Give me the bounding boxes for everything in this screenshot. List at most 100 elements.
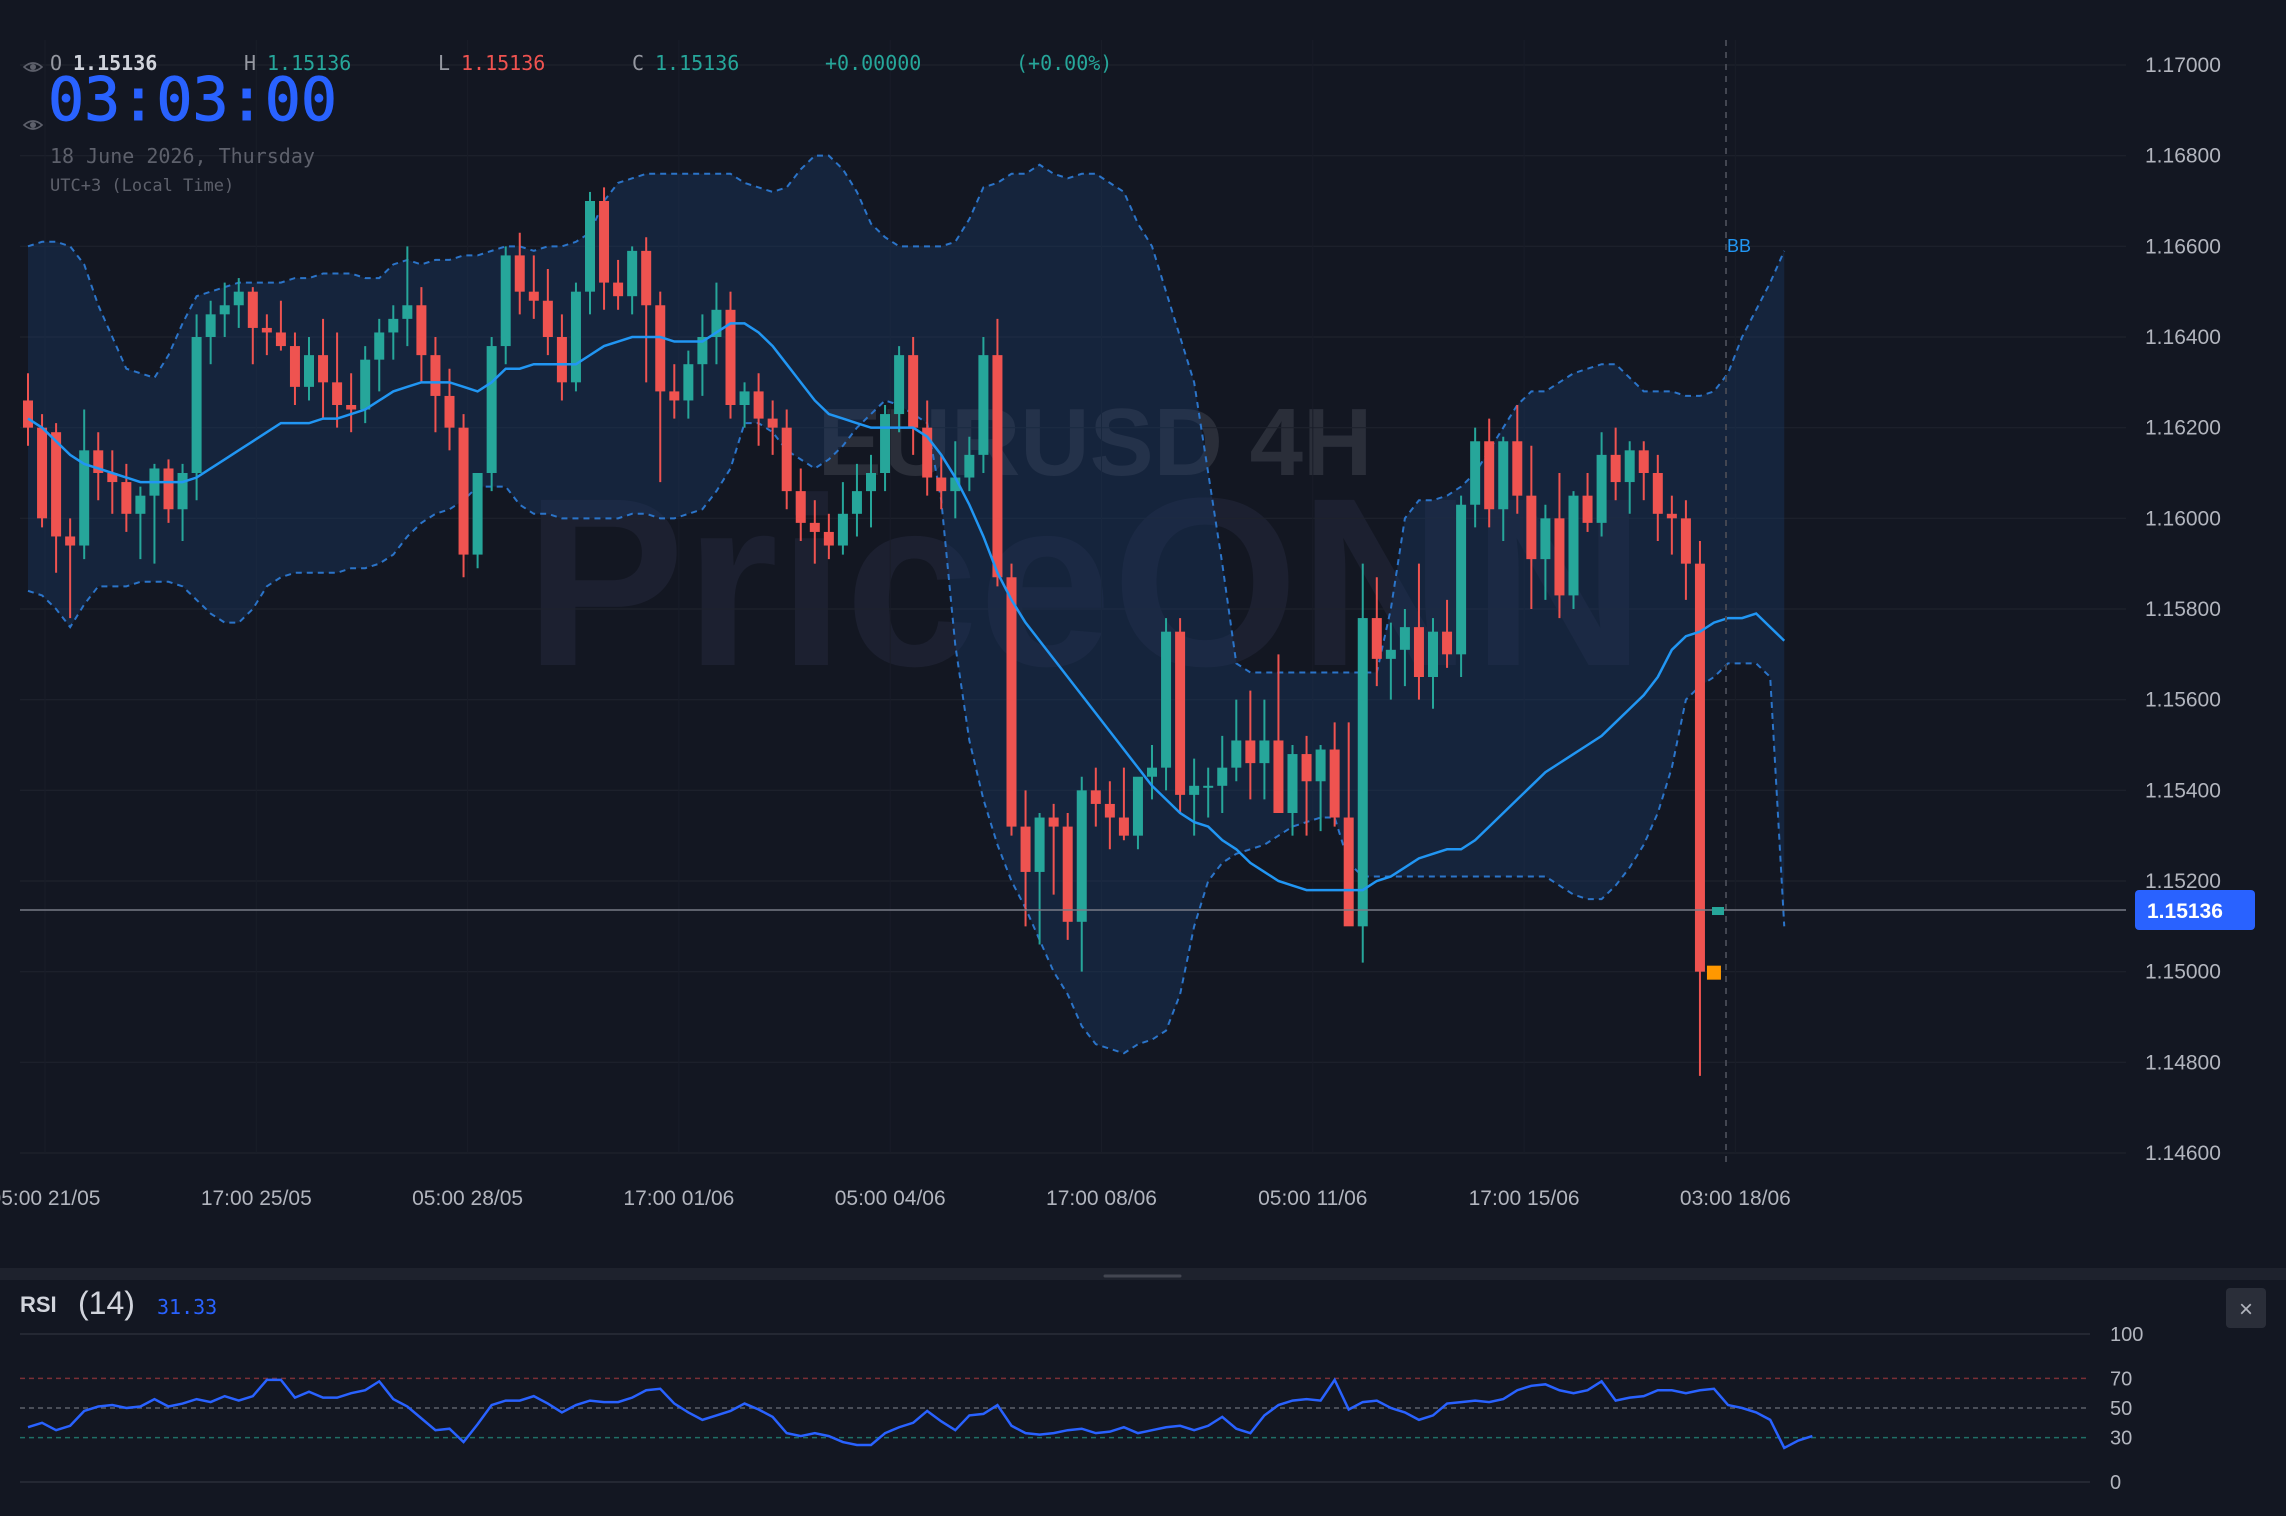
candle[interactable] [1484, 418, 1495, 528]
candle[interactable] [1554, 473, 1565, 619]
eye-icon[interactable] [22, 62, 44, 72]
candle[interactable] [1456, 495, 1467, 677]
candle[interactable] [697, 314, 708, 396]
candle[interactable] [1090, 767, 1101, 827]
candle[interactable] [1385, 622, 1396, 700]
candle[interactable] [1680, 500, 1691, 600]
candle[interactable] [1512, 405, 1523, 514]
close-icon[interactable]: × [2239, 1296, 2253, 1323]
candle[interactable] [402, 246, 413, 347]
candle[interactable] [430, 337, 441, 433]
candle[interactable] [851, 463, 862, 537]
candle[interactable] [1624, 441, 1635, 514]
candle[interactable] [1526, 445, 1537, 609]
candle[interactable] [486, 337, 497, 492]
candle[interactable] [528, 255, 539, 319]
candle[interactable] [1610, 427, 1621, 501]
candle[interactable] [655, 291, 666, 483]
pane-divider[interactable] [0, 1268, 2286, 1280]
rsi-close-button[interactable]: × [2226, 1288, 2266, 1328]
candle[interactable] [922, 400, 933, 496]
candle[interactable] [1259, 699, 1270, 800]
candle[interactable] [1428, 618, 1438, 709]
candle[interactable] [219, 282, 230, 337]
candle[interactable] [1399, 609, 1410, 687]
candle[interactable] [247, 287, 258, 365]
candle[interactable] [1147, 745, 1157, 800]
candle[interactable] [1287, 745, 1298, 836]
price-axis[interactable]: 1.17000 1.16800 1.16600 1.16400 1.16200 1.160… [2145, 54, 2221, 1165]
candle[interactable] [191, 314, 202, 501]
candle[interactable] [65, 518, 76, 619]
candle[interactable] [416, 287, 427, 383]
candle[interactable] [823, 513, 834, 560]
candle[interactable] [1442, 599, 1453, 668]
candle[interactable] [289, 332, 300, 405]
candle[interactable] [613, 259, 624, 310]
candle[interactable] [795, 468, 806, 541]
candle[interactable] [1132, 776, 1143, 850]
candle[interactable] [500, 246, 511, 365]
candle[interactable] [1371, 577, 1382, 687]
candle[interactable] [1638, 441, 1649, 501]
candle[interactable] [683, 350, 694, 419]
candle[interactable] [1231, 699, 1242, 782]
candle[interactable] [599, 187, 610, 310]
candle[interactable] [978, 337, 989, 473]
candle[interactable] [1540, 504, 1551, 600]
candle[interactable] [992, 318, 1003, 587]
candle[interactable] [205, 300, 216, 365]
candle[interactable] [1596, 432, 1607, 537]
candle[interactable] [1329, 722, 1340, 827]
candle[interactable] [1357, 563, 1368, 963]
candle[interactable] [1161, 618, 1172, 791]
candle[interactable] [318, 318, 329, 419]
candle[interactable] [767, 400, 778, 455]
candle[interactable] [107, 450, 118, 514]
price-alert-marker[interactable] [1706, 965, 1721, 980]
candle[interactable] [177, 463, 188, 541]
candle[interactable] [1062, 813, 1073, 940]
candle[interactable] [388, 305, 399, 360]
candle[interactable] [627, 246, 638, 315]
candle[interactable] [346, 373, 357, 433]
candle[interactable] [753, 373, 764, 446]
candle[interactable] [135, 486, 146, 560]
candle[interactable] [1203, 767, 1214, 818]
candle[interactable] [37, 414, 48, 528]
candle[interactable] [1652, 454, 1663, 541]
candle[interactable] [964, 436, 975, 492]
candle[interactable] [556, 314, 567, 401]
candle[interactable] [1413, 563, 1424, 700]
candle[interactable] [1020, 790, 1031, 927]
candle[interactable] [1104, 781, 1115, 850]
eye-icon[interactable] [22, 120, 44, 130]
candle[interactable] [1034, 813, 1045, 945]
candle[interactable] [1470, 427, 1481, 528]
candle[interactable] [1245, 690, 1256, 800]
candle[interactable] [866, 454, 876, 528]
candle[interactable] [1301, 735, 1312, 836]
candle[interactable] [1694, 541, 1705, 1076]
candle[interactable] [79, 409, 90, 560]
candle[interactable] [1666, 495, 1677, 555]
candle[interactable] [1315, 745, 1326, 832]
candle[interactable] [275, 300, 286, 351]
candle[interactable] [809, 500, 820, 564]
candle[interactable] [374, 318, 385, 392]
candle[interactable] [261, 314, 272, 356]
candle[interactable] [1175, 618, 1186, 813]
candle[interactable] [936, 454, 947, 510]
candle[interactable] [725, 291, 736, 419]
candle[interactable] [880, 405, 891, 492]
candle[interactable] [332, 332, 343, 428]
candle[interactable] [837, 482, 848, 555]
candle[interactable] [1217, 735, 1228, 813]
candle[interactable] [93, 432, 104, 501]
candle[interactable] [585, 191, 595, 315]
candle[interactable] [163, 459, 174, 523]
candle[interactable] [472, 473, 483, 569]
candle[interactable] [121, 463, 132, 532]
candle[interactable] [458, 414, 469, 578]
candle[interactable] [23, 373, 33, 446]
